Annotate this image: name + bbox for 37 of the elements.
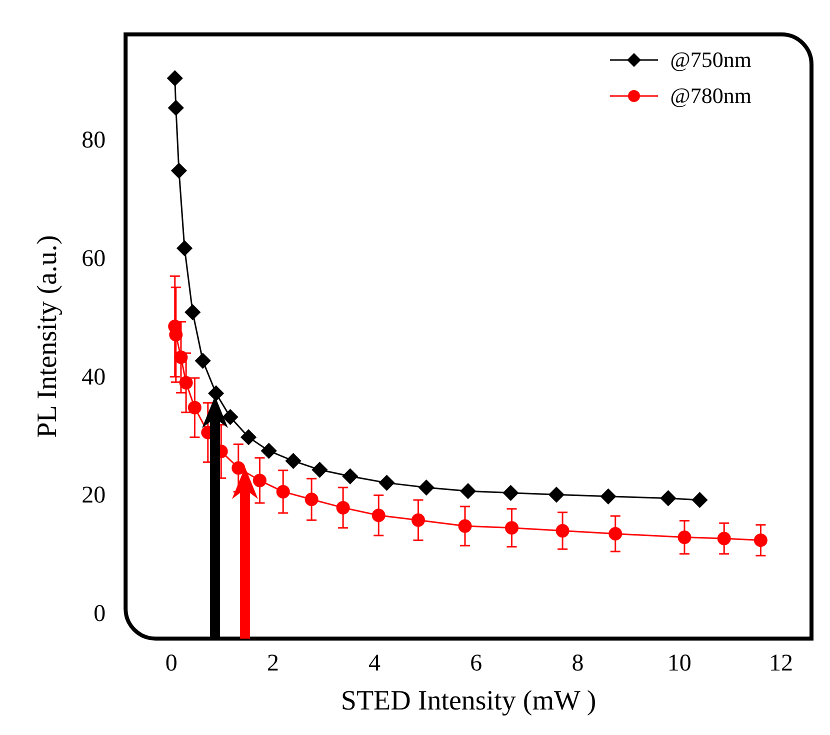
point [195,353,211,369]
point [460,483,476,499]
point [222,409,238,425]
point [418,480,434,496]
x-tick-label: 6 [470,650,482,676]
legend-label: @750nm [670,46,752,74]
point [171,162,187,178]
point [342,468,358,484]
point [600,488,616,504]
point [168,100,184,116]
y-tick-label: 80 [82,127,106,154]
point [261,443,277,459]
point [692,492,708,508]
x-tick-label: 4 [368,650,381,676]
x-tick-label: 8 [572,650,584,676]
point [208,386,224,402]
point [502,485,518,501]
point [167,70,183,86]
point [176,240,192,256]
point [312,462,328,478]
y-tick-label: 60 [82,246,106,272]
point [379,475,394,491]
x-tick-label: 0 [165,650,178,676]
point [660,490,676,506]
point [184,304,200,320]
y-tick-label: 20 [82,482,106,509]
legend-label: @780nm [670,82,752,110]
x-axis-title: STED Intensity (mW ) [340,686,596,717]
y-tick-label: 40 [82,364,106,390]
point [240,429,256,445]
point [548,486,564,502]
x-tick-label: 10 [667,650,692,676]
y-axis-title: PL Intensity (a.u.) [32,235,64,438]
x-tick-label: 12 [769,650,794,676]
x-tick-label: 2 [266,650,279,676]
point [286,453,302,469]
y-tick-label: 0 [94,601,106,628]
